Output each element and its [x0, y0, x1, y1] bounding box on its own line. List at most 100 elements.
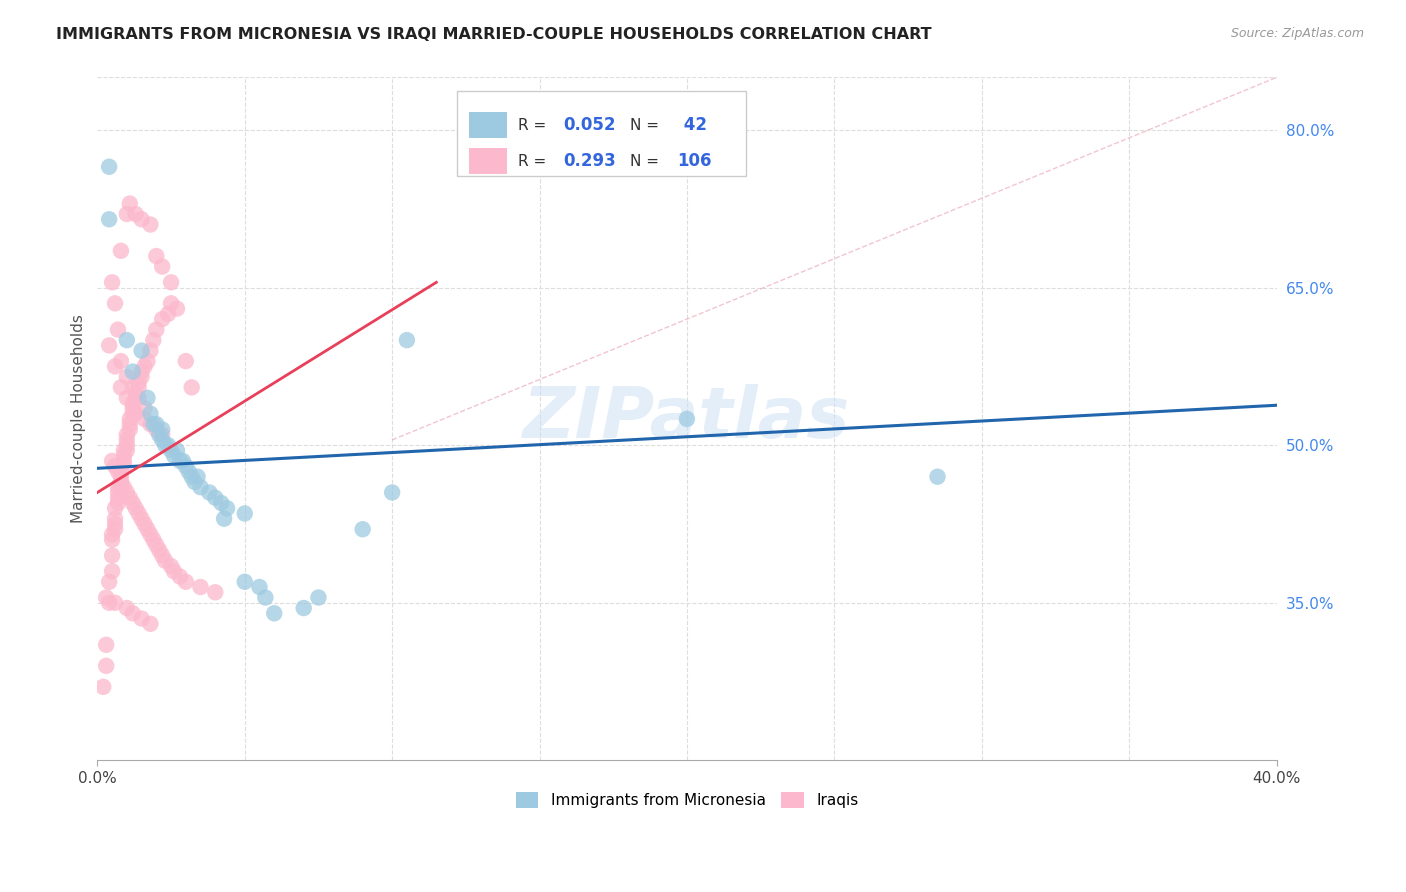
Point [115, 601, 138, 615]
Point [101, 276, 124, 290]
Point [249, 580, 271, 594]
Point [204, 491, 226, 505]
Point [98, 160, 121, 174]
Point [118, 412, 141, 426]
Point [98, 596, 121, 610]
Point [104, 359, 127, 374]
Point [121, 407, 143, 421]
Point [263, 607, 285, 621]
Point [254, 591, 277, 605]
Point [98, 212, 121, 227]
Point [118, 491, 141, 505]
Text: Source: ZipAtlas.com: Source: ZipAtlas.com [1230, 27, 1364, 40]
Point [183, 475, 205, 489]
Point [166, 301, 188, 316]
Point [131, 212, 153, 227]
Point [142, 533, 165, 547]
Point [172, 454, 194, 468]
Point [96, 638, 118, 652]
Point [115, 207, 138, 221]
Point [101, 533, 124, 547]
Point [292, 601, 315, 615]
Point [96, 591, 118, 605]
Point [118, 196, 141, 211]
FancyBboxPatch shape [468, 148, 506, 174]
Point [145, 323, 167, 337]
Point [150, 312, 173, 326]
Point [136, 354, 159, 368]
Point [139, 527, 162, 541]
Point [128, 380, 150, 394]
Point [115, 433, 138, 447]
Point [110, 354, 132, 368]
Point [107, 491, 129, 505]
Point [107, 323, 129, 337]
Point [187, 469, 209, 483]
Y-axis label: Married-couple Households: Married-couple Households [72, 315, 86, 524]
Point [110, 380, 132, 394]
Text: 0.052: 0.052 [564, 116, 616, 135]
Point [395, 333, 418, 347]
Point [145, 417, 167, 432]
Point [139, 417, 162, 432]
Point [134, 359, 156, 374]
Point [169, 569, 191, 583]
Point [128, 375, 150, 389]
Point [148, 427, 170, 442]
Point [110, 475, 132, 489]
Point [142, 417, 165, 432]
Point [927, 469, 949, 483]
Point [166, 443, 188, 458]
Point [136, 391, 159, 405]
Point [160, 443, 183, 458]
Point [110, 480, 132, 494]
Point [157, 438, 180, 452]
Point [128, 507, 150, 521]
Point [169, 454, 191, 468]
Point [160, 276, 183, 290]
Point [233, 507, 256, 521]
Point [131, 370, 153, 384]
Point [104, 596, 127, 610]
Point [174, 354, 197, 368]
Point [115, 485, 138, 500]
Text: ZIPatlas: ZIPatlas [523, 384, 851, 453]
Point [118, 422, 141, 436]
Point [101, 549, 124, 563]
FancyBboxPatch shape [468, 112, 506, 138]
Point [131, 611, 153, 625]
Point [101, 527, 124, 541]
Point [107, 496, 129, 510]
Point [107, 465, 129, 479]
Point [104, 501, 127, 516]
Point [136, 522, 159, 536]
Point [104, 522, 127, 536]
Text: 0.293: 0.293 [564, 153, 616, 170]
Point [139, 343, 162, 358]
Point [98, 338, 121, 352]
Point [204, 585, 226, 599]
Point [110, 465, 132, 479]
Point [101, 564, 124, 578]
Point [381, 485, 404, 500]
Point [150, 549, 173, 563]
Point [150, 427, 173, 442]
Point [163, 564, 186, 578]
Point [112, 454, 135, 468]
Point [145, 422, 167, 436]
Point [233, 574, 256, 589]
Point [145, 538, 167, 552]
FancyBboxPatch shape [457, 91, 747, 177]
Point [177, 465, 200, 479]
Text: 42: 42 [678, 116, 706, 135]
Point [131, 512, 153, 526]
Text: R =: R = [519, 118, 551, 133]
Point [209, 496, 232, 510]
Point [212, 512, 235, 526]
Point [115, 438, 138, 452]
Point [124, 385, 146, 400]
Point [150, 433, 173, 447]
Point [139, 218, 162, 232]
Point [104, 296, 127, 310]
Point [98, 574, 121, 589]
